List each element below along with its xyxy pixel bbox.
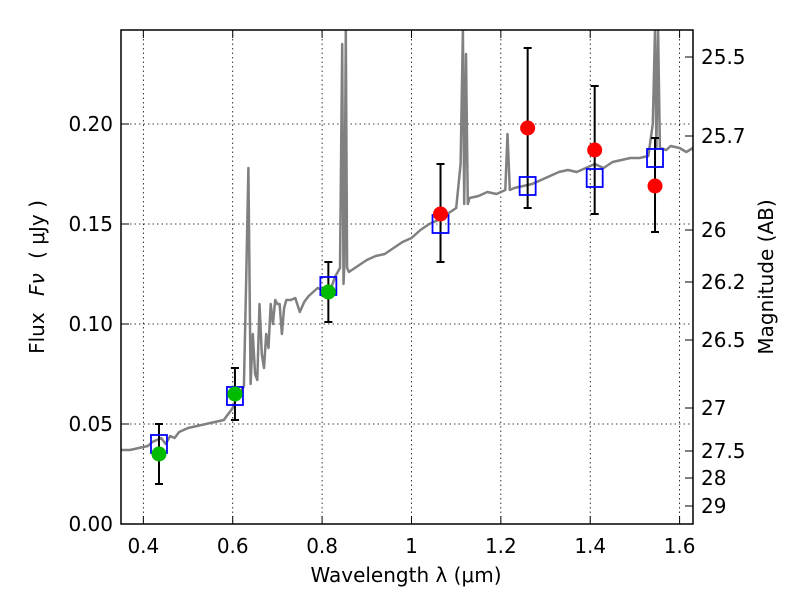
observed-point	[320, 284, 336, 300]
y-axis-label-symbol: Fν	[25, 273, 49, 296]
x-tick-label: 0.4	[127, 534, 159, 558]
y-axis-label-right: Magnitude (AB)	[754, 199, 778, 354]
x-tick-label: 1.4	[574, 534, 606, 558]
gridlines	[121, 30, 693, 525]
plot-content	[121, 30, 693, 485]
right-tick-label: 25.5	[701, 45, 746, 69]
y-tick-label: 0.05	[68, 412, 113, 436]
y-axis-label-unit: ( μJy )	[25, 200, 49, 259]
y-tick-label: 0.00	[68, 512, 113, 536]
x-tick-label: 0.6	[217, 534, 249, 558]
model-point-square	[518, 176, 537, 196]
plot-frame	[120, 29, 694, 525]
right-tick-label: 25.7	[701, 124, 746, 148]
x-axis-label: Wavelength λ (μm)	[310, 563, 501, 587]
right-tick-label: 27.5	[701, 439, 746, 463]
right-tick-label: 29	[701, 494, 726, 518]
right-tick-label: 27	[701, 396, 726, 420]
observed-point	[433, 206, 449, 222]
y-tick-label: 0.20	[68, 112, 113, 136]
right-tick-label: 26.2	[701, 270, 746, 294]
y-axis-label-text: Flux	[25, 312, 49, 354]
x-tick-label: 0.8	[306, 534, 338, 558]
observed-point	[520, 120, 536, 136]
axis-ticks: 0.4 0.6 0.8 1 1.2 1.4 1.6 0.00 0.05 0.10 0.15 0.20 2…	[68, 30, 746, 558]
right-tick-label: 26	[701, 218, 726, 242]
x-tick-label: 1.2	[485, 534, 517, 558]
model-point-square	[646, 148, 664, 168]
observed-point	[587, 142, 603, 158]
spectrum-line	[121, 30, 693, 452]
right-tick-label: 26.5	[701, 328, 746, 352]
x-tick-label: 1.6	[664, 534, 696, 558]
observed-point	[647, 178, 663, 194]
x-tick-label: 1	[405, 534, 418, 558]
y-axis-label-left: Flux Fν ( μJy )	[25, 200, 49, 354]
observed-point	[227, 386, 243, 402]
y-tick-label: 0.10	[68, 312, 113, 336]
right-tick-label: 28	[701, 466, 726, 490]
model-point-square	[585, 168, 604, 188]
observed-point	[151, 446, 167, 462]
y-tick-label: 0.15	[68, 212, 113, 236]
